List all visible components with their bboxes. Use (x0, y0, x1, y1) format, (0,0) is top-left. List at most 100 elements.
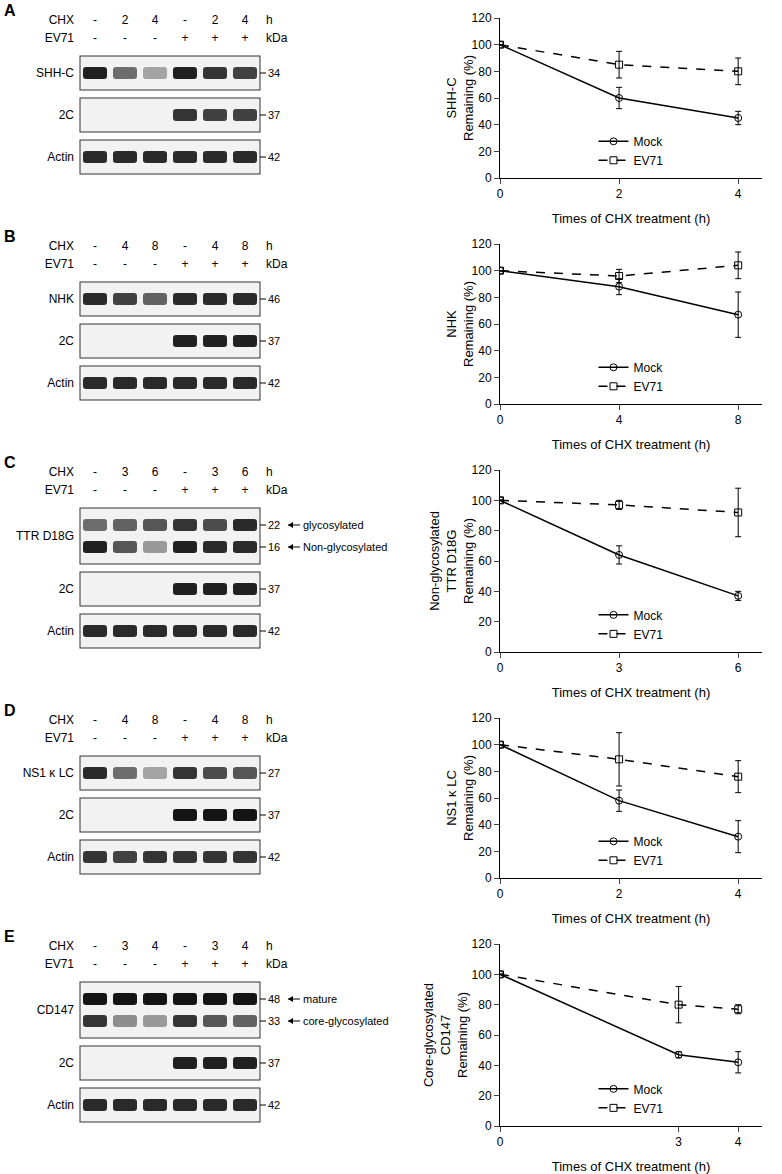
svg-text:80: 80 (478, 524, 492, 538)
svg-text:42: 42 (268, 1099, 280, 1111)
svg-text:D: D (4, 702, 16, 719)
svg-text:h: h (266, 939, 273, 953)
svg-text:core-glycosylated: core-glycosylated (303, 1015, 389, 1027)
svg-text:+: + (211, 257, 218, 271)
svg-text:+: + (241, 731, 248, 745)
svg-text:100: 100 (472, 968, 492, 982)
svg-text:4: 4 (212, 713, 219, 727)
svg-text:-: - (183, 13, 187, 27)
svg-text:100: 100 (472, 738, 492, 752)
svg-text:+: + (181, 257, 188, 271)
svg-text:3: 3 (212, 939, 219, 953)
svg-text:EV71: EV71 (634, 628, 664, 642)
svg-text:37: 37 (268, 583, 280, 595)
svg-text:3: 3 (122, 939, 129, 953)
svg-text:-: - (93, 13, 97, 27)
svg-text:80: 80 (478, 65, 492, 79)
svg-text:120: 120 (472, 937, 492, 951)
svg-text:h: h (266, 465, 273, 479)
svg-text:37: 37 (268, 809, 280, 821)
svg-text:0: 0 (485, 397, 492, 411)
svg-text:42: 42 (268, 625, 280, 637)
svg-text:+: + (211, 731, 218, 745)
svg-text:6: 6 (735, 661, 742, 675)
svg-text:8: 8 (242, 239, 249, 253)
svg-text:-: - (183, 465, 187, 479)
svg-text:Actin: Actin (47, 376, 74, 390)
svg-text:-: - (183, 713, 187, 727)
svg-text:42: 42 (268, 151, 280, 163)
svg-text:Non-glycosylatedTTR D18GRemain: Non-glycosylatedTTR D18GRemaining (%) (427, 511, 476, 611)
svg-text:-: - (153, 257, 157, 271)
svg-text:+: + (211, 483, 218, 497)
svg-text:+: + (241, 31, 248, 45)
svg-text:0: 0 (497, 1135, 504, 1149)
svg-text:Mock: Mock (634, 609, 664, 623)
svg-text:-: - (93, 31, 97, 45)
svg-text:0: 0 (485, 871, 492, 885)
svg-text:27: 27 (268, 767, 280, 779)
svg-text:Mock: Mock (634, 835, 664, 849)
svg-text:+: + (241, 957, 248, 971)
svg-text:Times of CHX treatment (h): Times of CHX treatment (h) (552, 1159, 710, 1174)
svg-text:EV71: EV71 (634, 154, 664, 168)
svg-text:CHX: CHX (49, 13, 74, 27)
svg-text:EV71: EV71 (634, 380, 664, 394)
svg-text:EV71: EV71 (45, 483, 75, 497)
svg-text:42: 42 (268, 377, 280, 389)
svg-text:34: 34 (268, 67, 280, 79)
svg-text:40: 40 (478, 118, 492, 132)
svg-text:8: 8 (152, 239, 159, 253)
svg-text:CHX: CHX (49, 239, 74, 253)
svg-text:2: 2 (212, 13, 219, 27)
svg-text:2C: 2C (59, 808, 75, 822)
svg-text:-: - (123, 483, 127, 497)
svg-text:0: 0 (485, 645, 492, 659)
svg-text:Mock: Mock (634, 135, 664, 149)
svg-text:40: 40 (478, 1059, 492, 1073)
svg-text:mature: mature (303, 993, 337, 1005)
svg-text:-: - (123, 731, 127, 745)
svg-text:60: 60 (478, 791, 492, 805)
svg-text:3: 3 (212, 465, 219, 479)
svg-text:3: 3 (616, 661, 623, 675)
svg-text:Actin: Actin (47, 624, 74, 638)
svg-text:-: - (123, 257, 127, 271)
svg-text:EV71: EV71 (45, 257, 75, 271)
svg-text:CHX: CHX (49, 465, 74, 479)
svg-text:-: - (153, 957, 157, 971)
svg-text:100: 100 (472, 38, 492, 52)
svg-text:2C: 2C (59, 334, 75, 348)
svg-text:120: 120 (472, 237, 492, 251)
svg-text:SHH-C: SHH-C (36, 66, 74, 80)
svg-text:0: 0 (497, 187, 504, 201)
svg-text:80: 80 (478, 765, 492, 779)
svg-text:Actin: Actin (47, 850, 74, 864)
svg-text:20: 20 (478, 615, 492, 629)
svg-text:37: 37 (268, 109, 280, 121)
svg-text:+: + (181, 731, 188, 745)
svg-text:120: 120 (472, 463, 492, 477)
svg-text:NS1 κ LC: NS1 κ LC (23, 766, 75, 780)
svg-text:h: h (266, 713, 273, 727)
svg-text:4: 4 (122, 713, 129, 727)
svg-text:4: 4 (122, 239, 129, 253)
svg-text:100: 100 (472, 494, 492, 508)
svg-text:20: 20 (478, 1089, 492, 1103)
svg-text:Actin: Actin (47, 150, 74, 164)
svg-text:0: 0 (485, 171, 492, 185)
svg-text:EV71: EV71 (45, 731, 75, 745)
svg-text:6: 6 (152, 465, 159, 479)
svg-text:40: 40 (478, 585, 492, 599)
svg-text:kDa: kDa (266, 31, 288, 45)
svg-text:-: - (93, 939, 97, 953)
svg-text:NS1 κ LCRemaining (%): NS1 κ LCRemaining (%) (444, 755, 476, 841)
svg-text:+: + (181, 31, 188, 45)
svg-text:EV71: EV71 (634, 854, 664, 868)
svg-text:-: - (153, 483, 157, 497)
svg-text:B: B (4, 228, 16, 245)
svg-text:-: - (93, 483, 97, 497)
svg-text:A: A (4, 2, 16, 19)
svg-text:+: + (211, 957, 218, 971)
svg-text:4: 4 (735, 187, 742, 201)
